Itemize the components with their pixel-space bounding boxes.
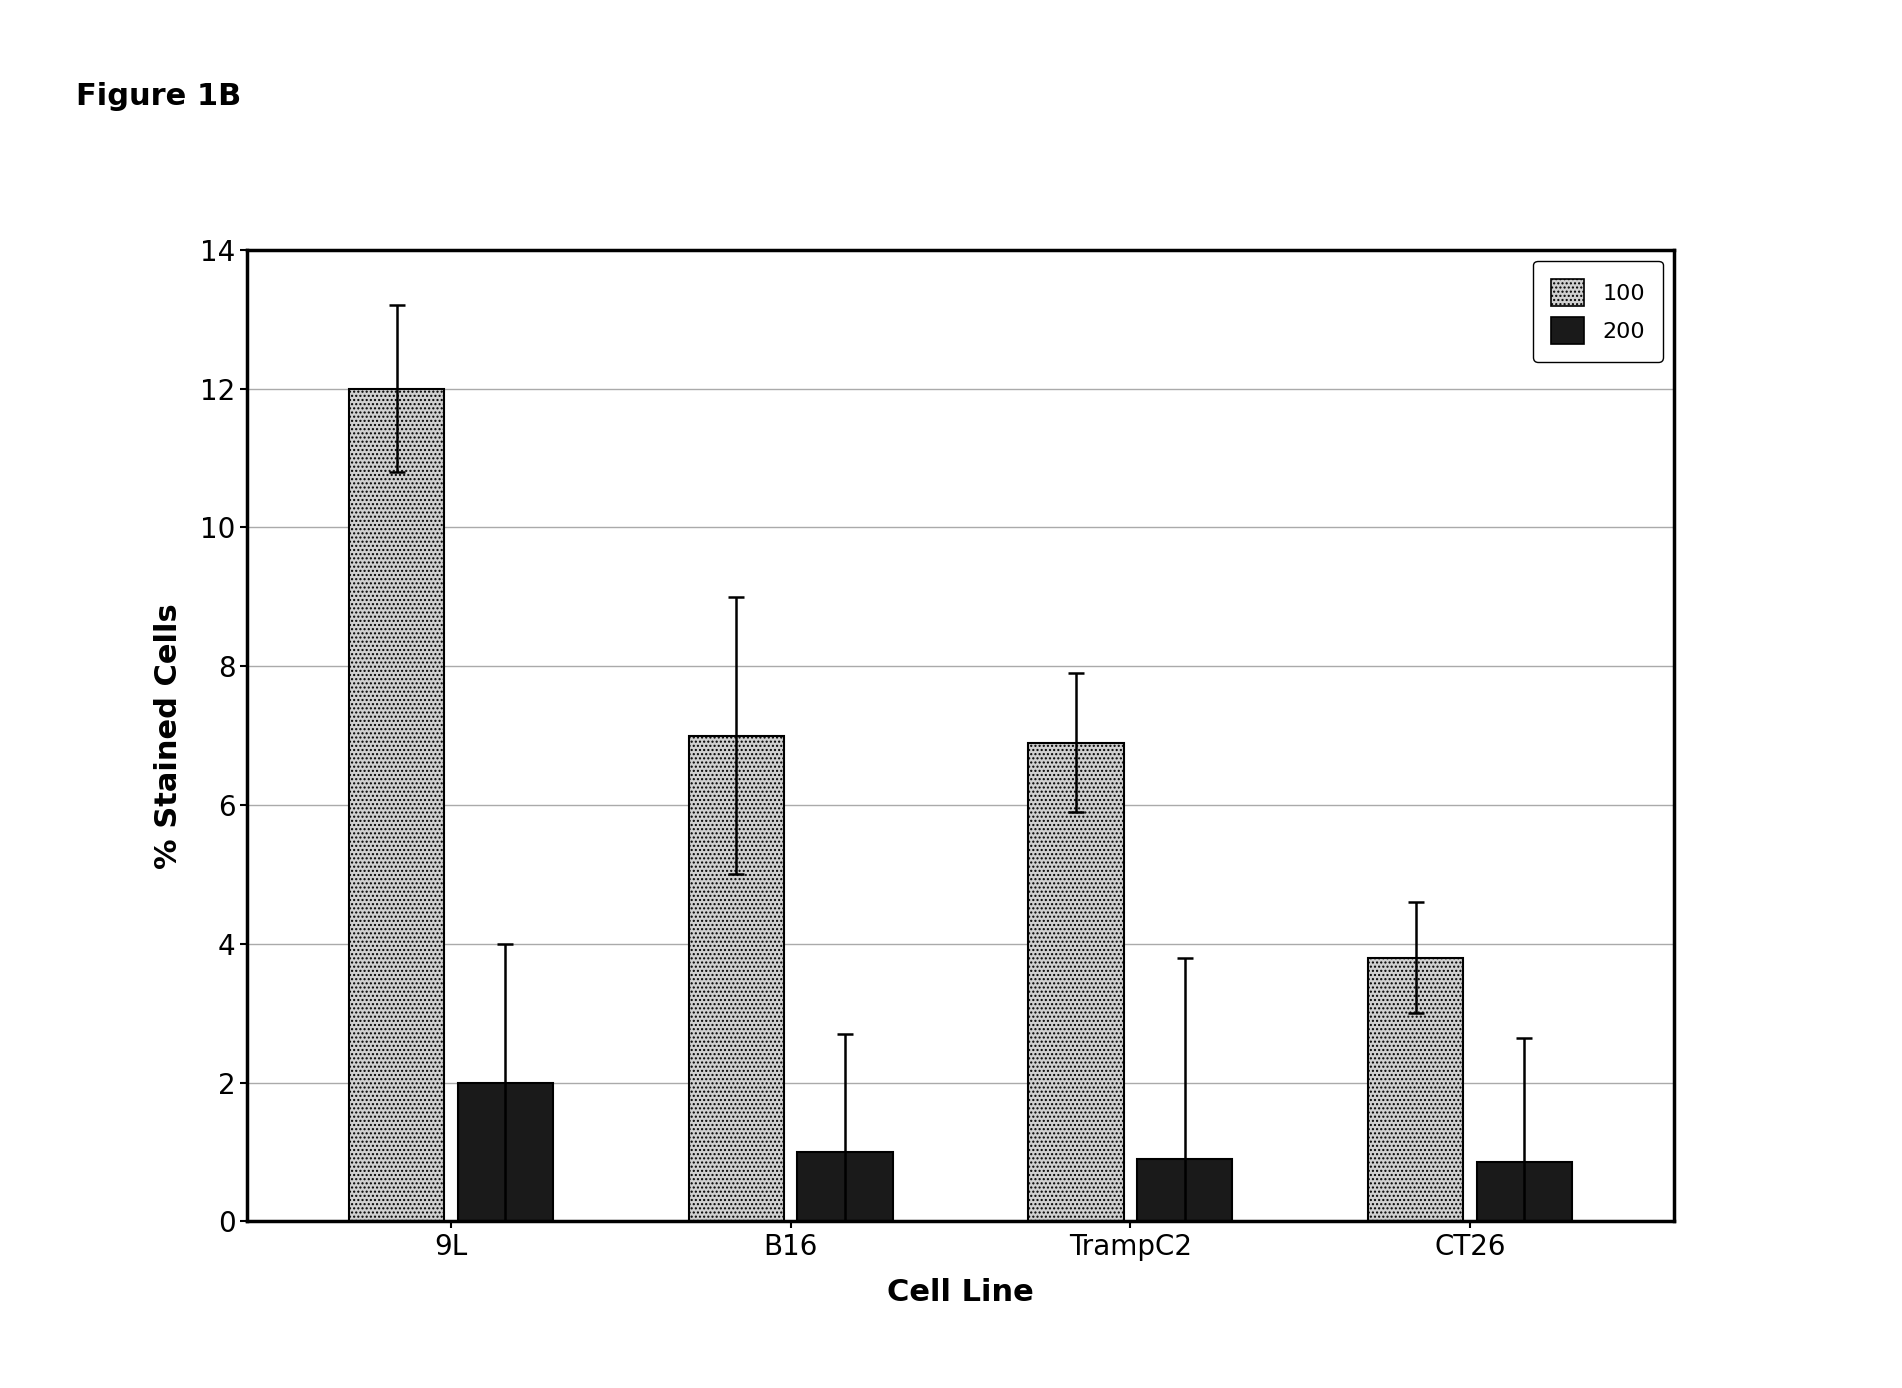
Bar (1029, 743, 1124, 1221)
Bar (797, 1152, 892, 1221)
Bar (1368, 958, 1463, 1221)
Bar (1137, 1159, 1232, 1221)
Text: Figure 1B: Figure 1B (76, 82, 242, 111)
Bar (350, 389, 445, 1221)
Y-axis label: % Stained Cells: % Stained Cells (154, 602, 183, 869)
X-axis label: Cell Line: Cell Line (886, 1278, 1035, 1307)
Legend: 100, 200: 100, 200 (1533, 261, 1662, 362)
Bar (689, 736, 784, 1221)
Bar (1476, 1163, 1571, 1221)
Bar (458, 1083, 553, 1221)
